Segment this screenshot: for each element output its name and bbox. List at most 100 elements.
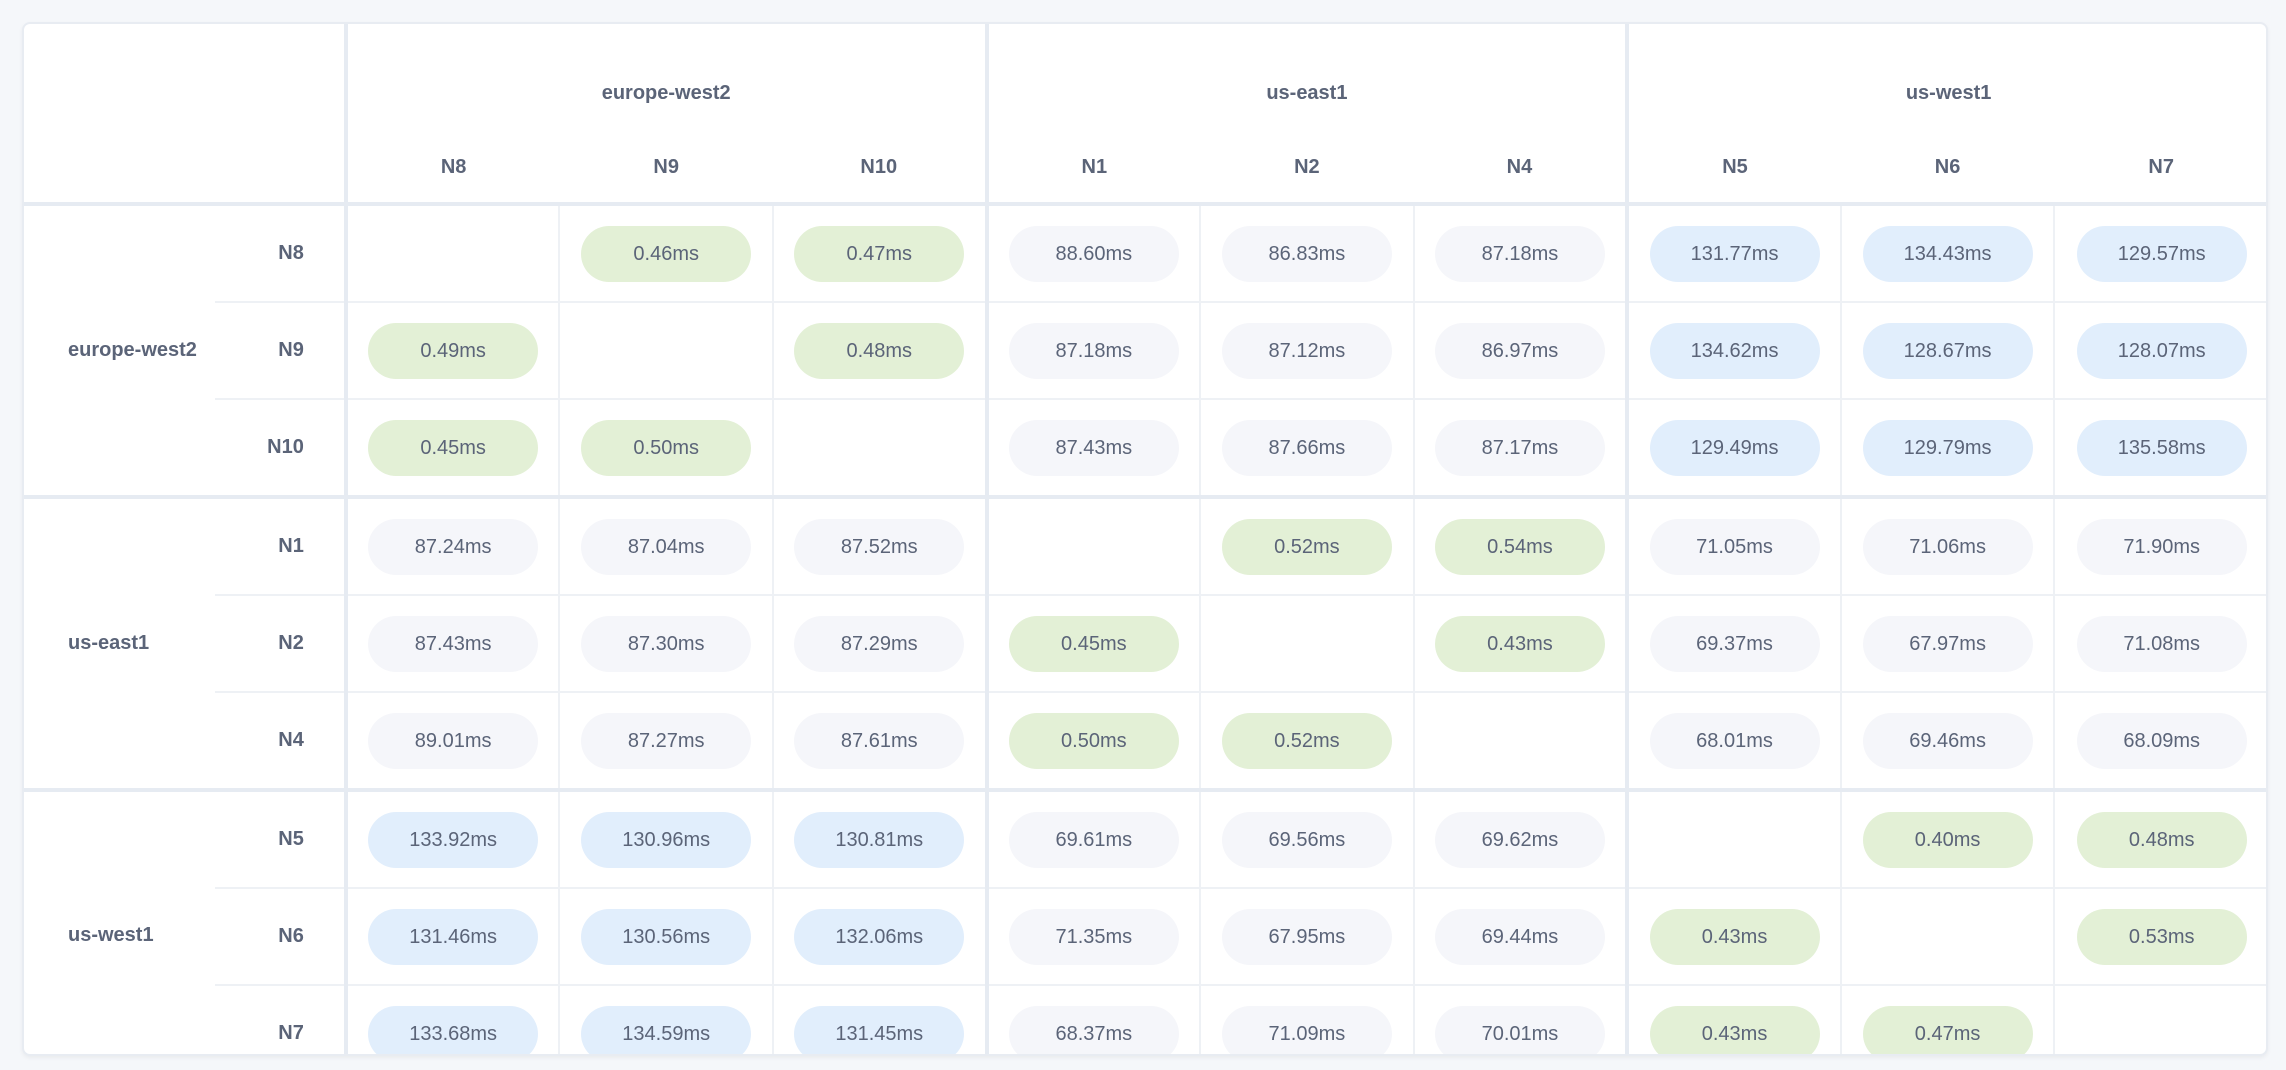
latency-pill: 130.56ms	[581, 908, 752, 965]
latency-pill: 0.40ms	[1862, 811, 2033, 868]
latency-pill: 87.52ms	[794, 518, 965, 575]
latency-pill: 68.01ms	[1649, 712, 1820, 769]
matrix-cell: 70.01ms	[1413, 985, 1630, 1054]
matrix-cell	[1200, 595, 1415, 693]
matrix-row: N10 0.45ms 0.50ms 87.43ms 87.66ms 87.17ms 129.…	[24, 399, 2266, 499]
latency-pill: 0.45ms	[368, 419, 539, 476]
latency-pill: 87.43ms	[368, 615, 539, 672]
matrix-cell: 87.29ms	[772, 595, 989, 693]
matrix-row: N9 0.49ms 0.48ms 87.18ms 87.12ms 86.97ms 134.6…	[24, 302, 2266, 400]
latency-pill: 87.24ms	[368, 518, 539, 575]
latency-pill: 87.12ms	[1221, 322, 1392, 379]
matrix-cell: 71.35ms	[986, 888, 1202, 986]
latency-pill: 135.58ms	[2076, 419, 2247, 476]
row-node-label: N10	[214, 399, 348, 499]
matrix-cell: 0.52ms	[1200, 692, 1415, 792]
latency-pill: 71.05ms	[1649, 518, 1820, 575]
latency-pill: 133.68ms	[368, 1005, 539, 1054]
row-node-label: N8	[214, 204, 348, 303]
latency-pill: 70.01ms	[1434, 1005, 1605, 1054]
latency-pill: 0.53ms	[2076, 908, 2247, 965]
matrix-cell: 71.08ms	[2054, 595, 2266, 693]
latency-pill: 0.50ms	[1008, 712, 1179, 769]
matrix-cell: 0.43ms	[1627, 985, 1842, 1054]
matrix-cell: 133.68ms	[345, 985, 561, 1054]
matrix-cell: 0.53ms	[2054, 888, 2266, 986]
matrix-cell: 0.54ms	[1413, 497, 1630, 596]
matrix-cell: 0.40ms	[1840, 790, 2056, 889]
row-node-label: N4	[214, 692, 348, 792]
matrix-cell	[1413, 692, 1630, 792]
latency-pill: 129.49ms	[1649, 419, 1820, 476]
matrix-cell: 0.48ms	[772, 302, 989, 400]
matrix-cell: 86.97ms	[1413, 302, 1630, 400]
matrix-cell: 130.81ms	[772, 790, 989, 889]
latency-pill: 67.97ms	[1862, 615, 2033, 672]
latency-pill: 87.17ms	[1434, 419, 1605, 476]
row-node-label: N6	[214, 888, 348, 986]
matrix-cell: 87.66ms	[1200, 399, 1415, 499]
matrix-cell: 0.47ms	[772, 204, 989, 303]
matrix-cell: 134.59ms	[559, 985, 774, 1054]
latency-pill: 131.77ms	[1649, 225, 1820, 282]
latency-pill: 0.49ms	[368, 322, 539, 379]
latency-pill: 0.45ms	[1008, 615, 1179, 672]
row-region-label: europe-west2	[24, 204, 215, 499]
latency-pill: 130.96ms	[581, 811, 752, 868]
row-region-label: us-east1	[24, 497, 215, 792]
matrix-cell: 68.09ms	[2054, 692, 2266, 792]
matrix-cell	[986, 497, 1202, 596]
matrix-cell: 69.61ms	[986, 790, 1202, 889]
latency-pill: 68.37ms	[1008, 1005, 1179, 1054]
latency-pill: 133.92ms	[368, 811, 539, 868]
matrix-cell: 133.92ms	[345, 790, 561, 889]
latency-pill: 69.61ms	[1008, 811, 1179, 868]
column-region-header: europe-west2	[345, 24, 989, 132]
header-node-row: N8 N9 N10 N1 N2 N4 N5 N6 N7	[24, 132, 2266, 206]
matrix-cell: 0.49ms	[345, 302, 561, 400]
matrix-cell: 69.37ms	[1627, 595, 1842, 693]
latency-pill: 69.62ms	[1434, 811, 1605, 868]
matrix-cell: 129.79ms	[1840, 399, 2056, 499]
matrix-cell: 131.46ms	[345, 888, 561, 986]
latency-matrix-card: europe-west2 us-east1 us-west1 N8 N9 N10 N1 N2 N…	[22, 22, 2268, 1056]
latency-pill: 130.81ms	[794, 811, 965, 868]
matrix-cell: 87.43ms	[345, 595, 561, 693]
matrix-cell: 0.43ms	[1413, 595, 1630, 693]
latency-pill: 87.18ms	[1434, 225, 1605, 282]
matrix-cell	[2054, 985, 2266, 1054]
matrix-cell: 68.37ms	[986, 985, 1202, 1054]
column-node-header: N6	[1840, 132, 2055, 206]
column-node-header: N8	[345, 132, 560, 206]
matrix-cell: 69.46ms	[1840, 692, 2056, 792]
corner-cell	[24, 24, 348, 206]
matrix-cell: 86.83ms	[1200, 204, 1415, 303]
latency-matrix-table: europe-west2 us-east1 us-west1 N8 N9 N10 N1 N2 N…	[24, 24, 2266, 1054]
matrix-cell: 128.67ms	[1840, 302, 2056, 400]
matrix-cell: 87.61ms	[772, 692, 989, 792]
column-region-header: us-east1	[986, 24, 1630, 132]
matrix-row: N2 87.43ms 87.30ms 87.29ms 0.45ms 0.43ms 69.37…	[24, 595, 2266, 693]
row-node-label: N1	[214, 497, 348, 596]
matrix-cell: 88.60ms	[986, 204, 1202, 303]
matrix-cell: 128.07ms	[2054, 302, 2266, 400]
column-node-header: N9	[559, 132, 773, 206]
matrix-row: N7 133.68ms 134.59ms 131.45ms 68.37ms 71.09ms…	[24, 985, 2266, 1054]
latency-pill: 86.83ms	[1221, 225, 1392, 282]
matrix-cell: 68.01ms	[1627, 692, 1842, 792]
latency-pill: 71.06ms	[1862, 518, 2033, 575]
matrix-cell	[345, 204, 561, 303]
row-node-label: N7	[214, 985, 348, 1054]
latency-pill: 131.45ms	[794, 1005, 965, 1054]
latency-pill: 87.18ms	[1008, 322, 1179, 379]
matrix-cell: 87.52ms	[772, 497, 989, 596]
matrix-cell: 129.57ms	[2054, 204, 2266, 303]
column-node-header: N10	[772, 132, 989, 206]
matrix-cell: 0.50ms	[986, 692, 1202, 792]
matrix-cell: 71.90ms	[2054, 497, 2266, 596]
matrix-cell: 0.45ms	[986, 595, 1202, 693]
row-region-label: us-west1	[24, 790, 215, 1054]
matrix-cell: 129.49ms	[1627, 399, 1842, 499]
matrix-cell: 71.05ms	[1627, 497, 1842, 596]
column-node-header: N4	[1413, 132, 1630, 206]
